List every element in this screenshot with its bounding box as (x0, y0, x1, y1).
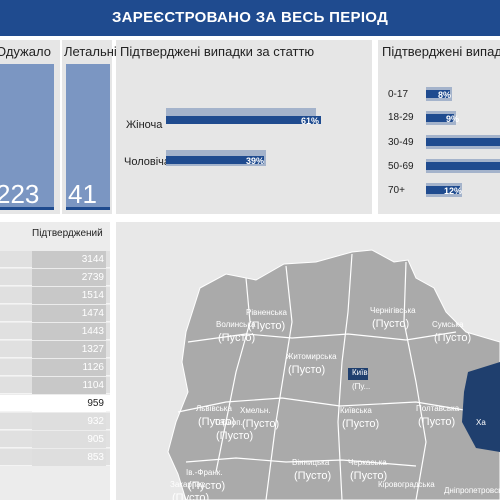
map-region-value: (Пусто) (418, 416, 456, 428)
kpi-deaths[interactable]: Летальні 41 (62, 40, 117, 214)
table-row[interactable]: 3144 (0, 251, 110, 268)
table-row[interactable]: 2739 (0, 269, 110, 286)
map-region-name[interactable]: Полтавська (416, 404, 460, 413)
table-cell-confirmed: 1327 (32, 341, 106, 358)
table-cell-confirmed: 1104 (32, 377, 106, 394)
map-region-value: (Пусто) (248, 320, 286, 332)
age-value-0-17: 8% (438, 90, 452, 100)
map-region-name[interactable]: Кіровоградська (378, 480, 435, 489)
map-region-name[interactable]: Київ (352, 368, 368, 377)
gender-label-male: Чоловіча (124, 156, 171, 168)
map-region-name[interactable]: Сумська (432, 320, 464, 329)
age-bar-50-69[interactable] (426, 162, 500, 170)
gender-value-female: 61% (301, 116, 320, 126)
table-cell-confirmed: 853 (32, 449, 106, 466)
map-region-name[interactable]: Терноп. (214, 418, 243, 427)
page-header: ЗАРЕЄСТРОВАНО ЗА ВЕСЬ ПЕРІОД (0, 0, 500, 36)
age-label-70-plus: 70+ (388, 185, 405, 196)
map-region-name[interactable]: (Пу... (352, 382, 371, 391)
gender-label-female: Жіноча (126, 119, 163, 131)
map-region-name[interactable]: Волинська (216, 320, 256, 329)
age-chart-panel[interactable]: Підтверджені випадки з 0-17 8% 18-29 9% … (378, 40, 500, 214)
kpi-recovered-title: Одужало (0, 44, 51, 59)
map-region-value: (Пусто) (434, 332, 472, 344)
table-row[interactable]: 905 (0, 431, 110, 448)
table-header-confirmed[interactable]: Підтверджений (32, 228, 103, 239)
age-label-50-69: 50-69 (388, 161, 414, 172)
map-region-value: (Пусто) (342, 418, 380, 430)
map-region-name[interactable]: Вінницька (292, 458, 330, 467)
age-bar-18-29[interactable] (426, 114, 454, 122)
map-region-value: (Пусто) (216, 430, 254, 442)
age-bar-30-49[interactable] (426, 138, 500, 146)
table-cell-confirmed: 1514 (32, 287, 106, 304)
table-cell-confirmed: 905 (32, 431, 106, 448)
gender-chart-title: Підтверджені випадки за статтю (120, 44, 315, 59)
kpi-recovered-baseline (0, 207, 54, 210)
map-region-name[interactable]: Київська (340, 406, 372, 415)
table-cell-confirmed: 2739 (32, 269, 106, 286)
table-row[interactable]: 1443 (0, 323, 110, 340)
table-cell-confirmed: 932 (32, 413, 106, 430)
kpi-deaths-title: Летальні (64, 44, 117, 59)
age-label-18-29: 18-29 (388, 112, 414, 123)
map-region-value: (Пусто) (218, 332, 256, 344)
table-cell-confirmed: 1443 (32, 323, 106, 340)
age-value-18-29: 9% (446, 114, 460, 124)
age-label-30-49: 30-49 (388, 137, 414, 148)
map-region-value: (Пусто) (242, 418, 280, 430)
table-row[interactable]: 932 (0, 413, 110, 430)
age-label-0-17: 0-17 (388, 89, 409, 100)
kpi-recovered[interactable]: Одужало 223 (0, 40, 60, 214)
regions-table[interactable]: Підтверджений 3144 2739 1514 1474 1443 1327 11… (0, 222, 110, 500)
region-borders (177, 253, 477, 500)
map-region-value: (Пусто) (350, 470, 388, 482)
table-row[interactable]: 959 (0, 395, 110, 412)
kpi-recovered-value: 223 (0, 179, 40, 209)
map-region-name[interactable]: Львівська (196, 404, 232, 413)
table-cell-confirmed: 3144 (32, 251, 106, 268)
map-region-value: (Пусто) (198, 416, 236, 428)
table-row[interactable]: 1104 (0, 377, 110, 394)
gender-bar-female[interactable] (166, 116, 321, 124)
kyiv-city-marker[interactable] (348, 368, 368, 380)
map-region-value: (Пусто) (188, 480, 226, 492)
age-value-70-plus: 12% (444, 186, 463, 196)
gender-bar-male[interactable] (166, 156, 264, 164)
table-row[interactable]: 853 (0, 449, 110, 466)
map-region-name[interactable]: Дніпропетровськ (444, 486, 500, 495)
table-cell-confirmed: 959 (32, 395, 106, 412)
page-title: ЗАРЕЄСТРОВАНО ЗА ВЕСЬ ПЕРІОД (111, 9, 389, 26)
gender-chart-panel[interactable]: Підтверджені випадки за статтю Жіноча 61… (116, 40, 372, 214)
ukraine-map[interactable] (116, 222, 500, 500)
table-row[interactable]: 1126 (0, 359, 110, 376)
map-region-value: (Пусто) (172, 492, 210, 500)
age-bar-70-plus[interactable] (426, 186, 460, 194)
map-region-value: (Пусто) (288, 364, 326, 376)
table-row[interactable]: 1327 (0, 341, 110, 358)
map-region-value: (Пусто) (372, 318, 410, 330)
kpi-deaths-bar (66, 64, 110, 210)
age-chart-title: Підтверджені випадки з (382, 44, 500, 59)
map-region-name[interactable]: Черкаська (348, 458, 387, 467)
map-region-name[interactable]: Житомирська (286, 352, 337, 361)
table-row[interactable]: 1514 (0, 287, 110, 304)
age-bar-0-17[interactable] (426, 90, 450, 98)
map-region-name[interactable]: Ха (476, 418, 486, 427)
map-region-name[interactable]: Чернігівська (370, 306, 416, 315)
kpi-deaths-value: 41 (68, 179, 97, 209)
map-region-name[interactable]: Закарпат. (170, 480, 206, 489)
map-region-name[interactable]: Рівненська (246, 308, 287, 317)
table-cell-confirmed: 1126 (32, 359, 106, 376)
map-region-name[interactable]: Ів.-Франк. (186, 468, 223, 477)
kpi-deaths-baseline (66, 207, 110, 210)
map-region-value: (Пусто) (294, 470, 332, 482)
gender-value-male: 39% (246, 156, 265, 166)
table-row[interactable]: 1474 (0, 305, 110, 322)
map-panel[interactable]: Волинська (Пусто) Рівненська (Пусто) Житомир… (116, 222, 500, 500)
table-cell-confirmed: 1474 (32, 305, 106, 322)
map-region-name[interactable]: Хмельн. (240, 406, 271, 415)
region-kharkiv-highlight[interactable] (462, 362, 500, 452)
kpi-recovered-bar (0, 64, 54, 210)
